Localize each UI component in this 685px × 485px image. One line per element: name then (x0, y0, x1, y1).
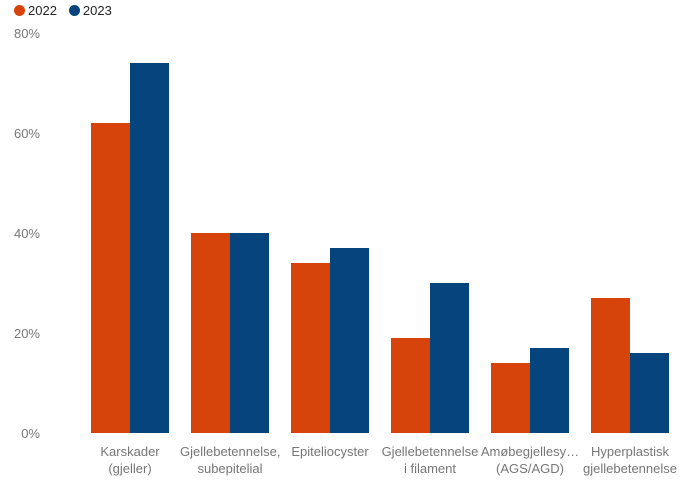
legend-item-2023[interactable]: 2023 (68, 3, 112, 18)
y-tick-label: 20% (13, 325, 40, 341)
legend-swatch-2023-icon (68, 5, 80, 16)
legend: 2022 2023 (14, 3, 112, 18)
legend-label-2022: 2022 (28, 3, 57, 18)
bar-2023[interactable] (430, 283, 469, 433)
x-category-label: Gjellebetennelse, subepitelial (180, 444, 281, 476)
legend-item-2022[interactable]: 2022 (14, 3, 57, 18)
bar-2023[interactable] (130, 63, 169, 433)
x-category-label: Amøbegjellesy… (AGS/AGD) (480, 444, 580, 476)
x-category-label: Gjellebetennelse i filament (381, 444, 479, 476)
bar-2022[interactable] (291, 263, 330, 433)
x-category-label: Epiteliocyster (291, 444, 369, 459)
bar-group (180, 33, 280, 433)
y-tick-label: 60% (13, 125, 40, 141)
bar-2022[interactable] (591, 298, 630, 433)
bar-group (580, 33, 680, 433)
y-tick-label: 40% (13, 225, 40, 241)
bar-group (480, 33, 580, 433)
bar-2023[interactable] (530, 348, 569, 433)
y-tick-label: 80% (13, 25, 40, 41)
y-axis: 0% 20% 40% 60% 80% (0, 26, 40, 441)
x-category-label: Karskader (gjeller) (100, 444, 160, 476)
bar-group (80, 33, 180, 433)
bar-2022[interactable] (191, 233, 230, 433)
x-category-label: Hyperplastisk gjellebetennelse (583, 444, 677, 476)
legend-label-2023: 2023 (82, 3, 112, 18)
x-axis: Karskader (gjeller) Gjellebetennelse, subep… (80, 443, 680, 477)
y-tick-label: 0% (21, 425, 40, 441)
bar-group (380, 33, 480, 433)
bar-2023[interactable] (630, 353, 669, 433)
bar-2023[interactable] (230, 233, 269, 433)
bar-2022[interactable] (491, 363, 530, 433)
legend-swatch-2022-icon (14, 5, 25, 16)
bar-2022[interactable] (91, 123, 130, 433)
plot-area (80, 33, 680, 433)
bar-group (280, 33, 380, 433)
bar-2022[interactable] (391, 338, 430, 433)
bar-2023[interactable] (330, 248, 369, 433)
